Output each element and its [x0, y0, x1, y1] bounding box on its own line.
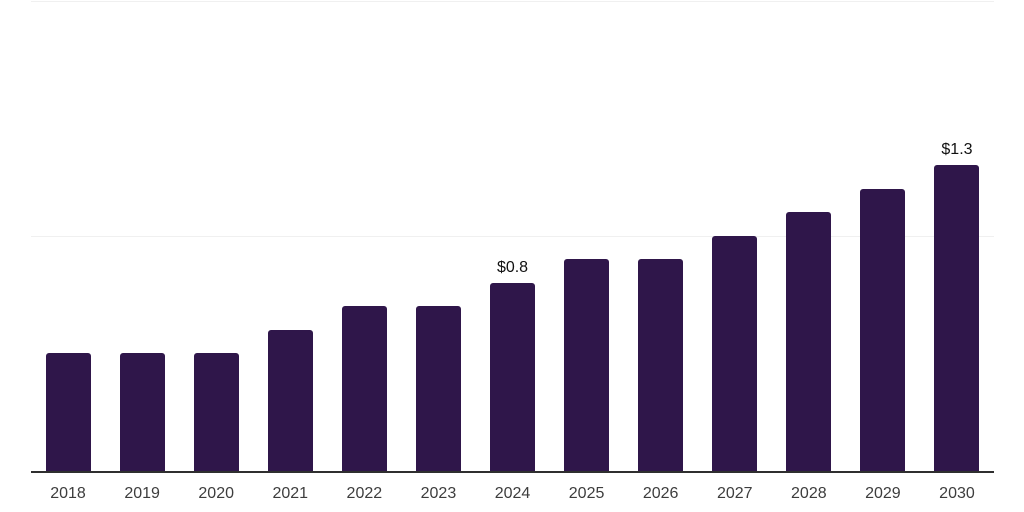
- gridline: [31, 236, 994, 237]
- x-tick-label: 2029: [865, 485, 901, 502]
- bar-slot: [327, 1, 401, 471]
- bar[interactable]: [934, 165, 980, 471]
- x-tick-label: 2027: [716, 485, 753, 502]
- bar-slot: [179, 1, 253, 471]
- bar-series: $0.8 $1.3: [31, 1, 994, 471]
- bar[interactable]: [564, 259, 610, 471]
- bar-slot: $0.8: [475, 1, 549, 471]
- x-tick-label: 2028: [791, 485, 827, 502]
- bar[interactable]: [267, 330, 313, 471]
- bar[interactable]: [415, 306, 461, 471]
- bar-slot: [698, 1, 772, 471]
- x-axis-line: [31, 471, 994, 473]
- bar-value-label: $1.3: [941, 141, 973, 158]
- bar-slot: [31, 1, 105, 471]
- x-tick-label: 2018: [50, 485, 86, 502]
- x-tick-label: 2020: [198, 485, 234, 502]
- x-tick-label: 2022: [346, 485, 383, 502]
- gridline: [31, 1, 994, 2]
- bar[interactable]: [490, 283, 535, 471]
- bar-slot: [772, 1, 846, 471]
- bar-value-label: $0.8: [496, 259, 529, 276]
- bar-slot: [401, 1, 475, 471]
- x-tick-label: 2019: [124, 485, 160, 502]
- bar-slot: [105, 1, 179, 471]
- bar-slot: [624, 1, 698, 471]
- x-tick-label: 2023: [420, 485, 457, 502]
- bar-slot: [550, 1, 624, 471]
- bar[interactable]: [638, 259, 684, 471]
- bar-slot: [846, 1, 920, 471]
- x-axis-tick-labels: 2018 2019 2020 2021 2022 2023 2024 2025 2026 2027…: [31, 484, 994, 504]
- bar[interactable]: [786, 212, 832, 471]
- bar[interactable]: [119, 353, 165, 471]
- x-tick-label: 2024: [494, 485, 531, 502]
- bar[interactable]: [712, 236, 758, 471]
- x-tick-label: 2026: [642, 485, 679, 502]
- plot-area: $0.8 $1.3: [31, 1, 994, 473]
- bar-slot: $1.3: [920, 1, 994, 471]
- x-tick-label: 2030: [939, 485, 975, 502]
- bar[interactable]: [45, 353, 91, 471]
- bar[interactable]: [193, 353, 239, 471]
- x-tick-label: 2025: [568, 485, 605, 502]
- bar[interactable]: [860, 189, 906, 471]
- x-tick-label: 2021: [272, 485, 309, 502]
- bar[interactable]: [341, 306, 387, 471]
- bar-slot: [253, 1, 327, 471]
